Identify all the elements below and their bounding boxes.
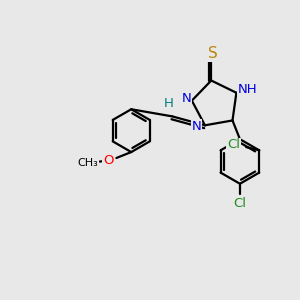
Text: CH₃: CH₃: [77, 158, 98, 168]
Text: H: H: [164, 98, 174, 110]
Text: S: S: [208, 46, 218, 61]
Text: N: N: [182, 92, 191, 105]
Text: NH: NH: [238, 83, 257, 96]
Text: Cl: Cl: [233, 197, 246, 211]
Text: N: N: [192, 120, 202, 133]
Text: O: O: [103, 154, 114, 167]
Text: Cl: Cl: [227, 139, 240, 152]
